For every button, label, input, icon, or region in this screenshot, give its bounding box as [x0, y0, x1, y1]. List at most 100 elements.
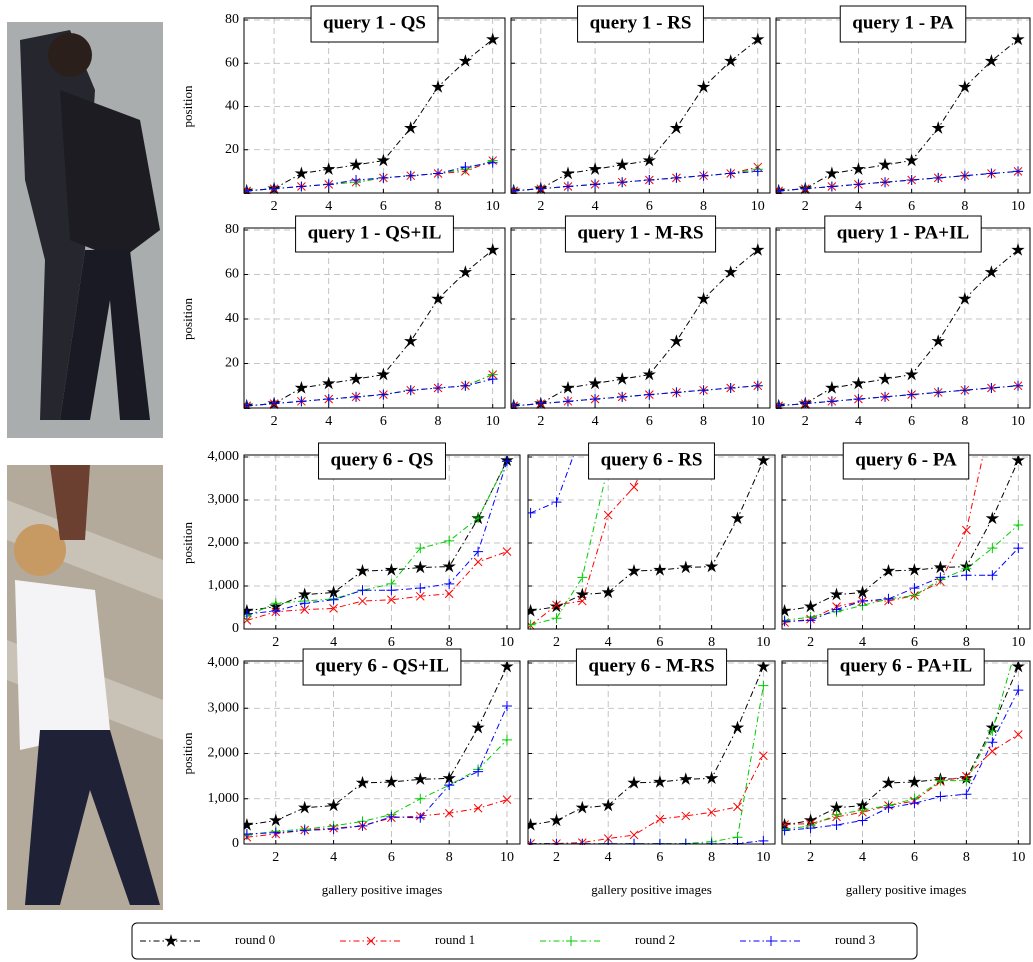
marker-plus	[826, 181, 837, 192]
marker-plus	[935, 572, 946, 583]
marker-star	[471, 720, 485, 734]
marker-plus	[244, 608, 252, 619]
marker-star	[1011, 662, 1025, 673]
x-tick-label: 10	[486, 414, 500, 429]
marker-star	[751, 32, 765, 46]
chart-panel: 2 4 6 8 10 query 1 - PA+IL	[775, 215, 1031, 429]
marker-plus	[909, 583, 920, 594]
marker-plus	[577, 572, 588, 583]
x-tick-label: 2	[553, 635, 560, 650]
marker-x	[358, 596, 367, 606]
plot-area	[244, 662, 514, 842]
chart-panel: 2 4 6 8 10 query 1 - PA	[775, 5, 1031, 214]
marker-star	[164, 933, 178, 947]
series-line	[784, 666, 1019, 826]
marker-plus	[857, 596, 868, 607]
marker-plus	[758, 680, 769, 691]
marker-plus	[776, 400, 784, 409]
marker-plus	[831, 819, 842, 830]
x-tick-label: 6	[380, 199, 387, 214]
x-tick-label: 2	[802, 199, 809, 214]
marker-plus	[987, 570, 998, 581]
marker-star	[528, 603, 538, 617]
x-tick-label: 4	[859, 635, 866, 650]
plot-area	[776, 242, 1025, 409]
chart-panel: 2 4 6 8 10 query 6 - RS	[527, 442, 776, 650]
x-tick-label: 2	[272, 850, 279, 865]
marker-star	[679, 772, 693, 785]
marker-star	[851, 162, 866, 175]
marker-plus	[698, 385, 709, 396]
x-tick-label: 8	[963, 850, 970, 865]
marker-plus	[880, 391, 891, 402]
y-tick-label: 80	[225, 12, 239, 27]
y-tick-label: 1,000	[208, 578, 240, 593]
plot-frame	[511, 18, 770, 193]
marker-star	[829, 587, 844, 601]
marker-star	[696, 291, 711, 305]
marker-plus	[460, 162, 471, 173]
marker-star	[958, 79, 972, 93]
series-line	[246, 162, 493, 192]
x-axis-label: gallery positive images	[322, 882, 443, 897]
marker-x	[552, 600, 561, 610]
marker-star	[384, 563, 399, 576]
marker-plus	[766, 936, 776, 946]
title-box	[839, 5, 967, 43]
x-tick-label: 2	[807, 850, 814, 865]
marker-plus	[473, 513, 484, 524]
marker-plus	[831, 809, 842, 820]
x-tick-label: 6	[656, 635, 663, 650]
marker-plus	[299, 598, 310, 609]
plot-area	[244, 456, 514, 625]
marker-plus	[487, 374, 498, 385]
marker-plus	[725, 168, 736, 179]
marker-star	[704, 771, 719, 785]
plot-frame	[782, 661, 1030, 844]
plot-frame	[776, 228, 1030, 408]
marker-star	[1011, 456, 1025, 467]
plot-frame	[244, 661, 520, 844]
marker-plus	[444, 535, 455, 546]
series-line	[784, 456, 984, 623]
marker-plus	[299, 825, 310, 836]
chart-panel: 2 4 6 8 10 query 1 - M-RS	[510, 215, 771, 429]
y-tick-label: 2,000	[208, 746, 240, 761]
x-tick-label: 6	[656, 850, 663, 865]
marker-x	[733, 802, 742, 812]
legend-box	[131, 922, 918, 960]
chart-title: query 6 - PA+IL	[840, 655, 972, 676]
marker-star	[730, 511, 745, 525]
marker-x	[987, 746, 997, 756]
marker-star	[384, 774, 399, 788]
marker-plus	[351, 391, 362, 402]
legend: round 0 round 1 round 2 round 3	[131, 922, 918, 960]
marker-x	[329, 604, 338, 613]
y-tick-label: 0	[232, 836, 239, 851]
series-line	[530, 456, 615, 626]
marker-star	[561, 166, 575, 180]
marker-plus	[269, 398, 280, 409]
marker-plus	[386, 811, 397, 822]
marker-plus	[244, 829, 252, 840]
marker-plus	[961, 789, 972, 800]
marker-plus	[782, 825, 790, 836]
chart-panel: 2 4 6 8 10 20 40 60 80 query 1 - QS position	[180, 5, 506, 214]
marker-plus	[961, 570, 972, 581]
x-tick-label: 10	[486, 199, 500, 214]
x-tick-label: 6	[388, 850, 395, 865]
series-line	[784, 662, 1013, 830]
x-tick-label: 2	[537, 414, 544, 429]
marker-plus	[270, 827, 281, 838]
x-tick-label: 6	[911, 635, 918, 650]
marker-star	[1011, 242, 1025, 256]
marker-plus	[800, 398, 811, 409]
chart-panel: 2 4 6 8 10 0 1,000 2,000 3,000 4,000 query 6 - QS+…	[180, 648, 521, 897]
series-line	[530, 685, 764, 845]
marker-plus	[535, 183, 546, 194]
x-tick-label: 4	[325, 199, 332, 214]
marker-plus	[617, 391, 628, 402]
marker-star	[627, 775, 641, 789]
marker-plus	[1013, 519, 1024, 530]
marker-star	[561, 380, 575, 394]
